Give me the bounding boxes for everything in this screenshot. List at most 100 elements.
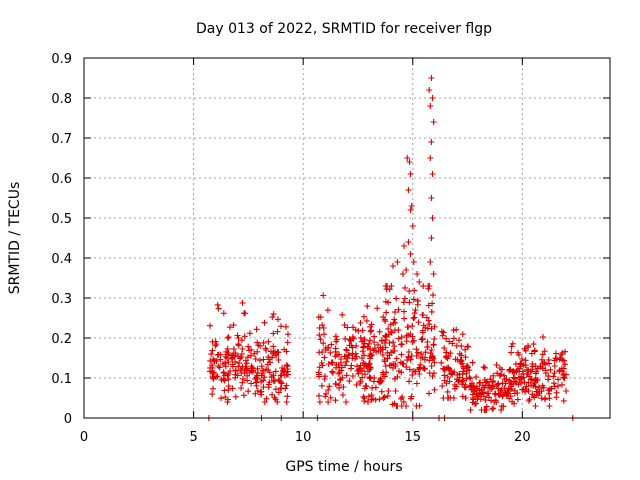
data-point <box>323 390 329 397</box>
data-point <box>332 380 339 387</box>
data-point <box>527 376 534 383</box>
data-point <box>207 322 213 329</box>
data-point <box>438 359 445 366</box>
data-point <box>265 381 272 388</box>
data-point <box>528 382 534 389</box>
data-point <box>450 335 457 342</box>
data-point <box>530 341 537 348</box>
data-point <box>431 323 438 330</box>
data-point <box>261 319 268 326</box>
data-point <box>218 395 225 402</box>
data-point <box>548 385 555 392</box>
data-point <box>562 348 569 355</box>
data-point <box>563 388 570 394</box>
data-point <box>237 366 244 372</box>
data-point <box>384 283 391 289</box>
data-point <box>414 271 421 277</box>
data-point <box>318 382 325 389</box>
data-point <box>382 363 389 369</box>
data-point <box>365 399 371 405</box>
data-point <box>500 403 507 410</box>
data-point <box>365 393 372 400</box>
data-point <box>459 331 466 338</box>
data-point <box>320 292 327 299</box>
data-point <box>329 360 336 366</box>
data-point <box>260 377 267 384</box>
data-point <box>390 263 396 269</box>
data-point <box>264 361 271 368</box>
data-point <box>428 325 435 332</box>
data-point <box>240 376 246 382</box>
data-point <box>441 345 448 352</box>
data-point <box>220 310 227 317</box>
data-point <box>207 357 214 364</box>
data-point <box>541 396 548 403</box>
x-tick-label: 20 <box>514 430 531 445</box>
data-point <box>208 351 215 358</box>
data-point <box>254 375 261 382</box>
data-point <box>553 350 559 357</box>
data-point <box>238 385 245 391</box>
data-point <box>425 302 432 309</box>
data-point <box>212 338 219 345</box>
data-point <box>399 271 406 277</box>
data-point <box>466 374 473 381</box>
data-point <box>353 381 360 388</box>
data-point <box>481 364 488 371</box>
data-point <box>427 155 434 161</box>
data-point <box>266 369 273 376</box>
data-point <box>343 372 350 379</box>
data-point <box>360 343 367 350</box>
data-point <box>224 351 231 358</box>
data-point <box>521 345 528 352</box>
data-point <box>283 323 289 330</box>
data-point <box>239 299 246 306</box>
data-point <box>376 396 383 403</box>
data-point <box>448 370 455 377</box>
x-tick-label: 10 <box>295 430 312 445</box>
data-point <box>367 355 374 362</box>
data-point <box>400 299 407 306</box>
data-point <box>525 342 531 349</box>
data-point <box>410 337 417 344</box>
data-point <box>459 371 466 378</box>
data-point <box>248 380 255 387</box>
data-point <box>406 378 413 385</box>
data-point <box>413 403 420 409</box>
data-point <box>428 195 435 201</box>
data-point <box>270 311 277 318</box>
data-point <box>444 388 451 395</box>
data-point <box>427 259 434 265</box>
data-point <box>378 377 385 384</box>
data-point <box>431 359 438 366</box>
data-point <box>483 403 490 410</box>
data-point <box>428 363 435 369</box>
y-tick-label: 0.2 <box>51 332 72 347</box>
data-point <box>253 382 260 389</box>
data-point <box>379 352 386 358</box>
data-point <box>283 362 290 369</box>
data-point <box>539 360 546 367</box>
data-point <box>332 333 339 340</box>
data-point <box>426 357 433 364</box>
data-point <box>213 341 220 348</box>
data-point <box>508 349 515 356</box>
data-point <box>391 375 398 382</box>
data-point <box>491 391 498 398</box>
data-point <box>562 361 568 368</box>
data-point <box>380 395 387 401</box>
data-point <box>403 338 410 345</box>
data-point <box>383 309 390 316</box>
data-point <box>352 326 359 333</box>
data-point <box>232 371 239 378</box>
data-point <box>270 377 277 384</box>
data-point <box>343 347 350 354</box>
data-point <box>344 324 351 331</box>
data-point <box>285 331 291 338</box>
data-point <box>224 372 231 379</box>
data-point <box>393 355 400 362</box>
data-point <box>209 373 216 380</box>
data-point <box>395 327 402 334</box>
data-point <box>490 405 497 412</box>
data-point <box>229 385 236 392</box>
